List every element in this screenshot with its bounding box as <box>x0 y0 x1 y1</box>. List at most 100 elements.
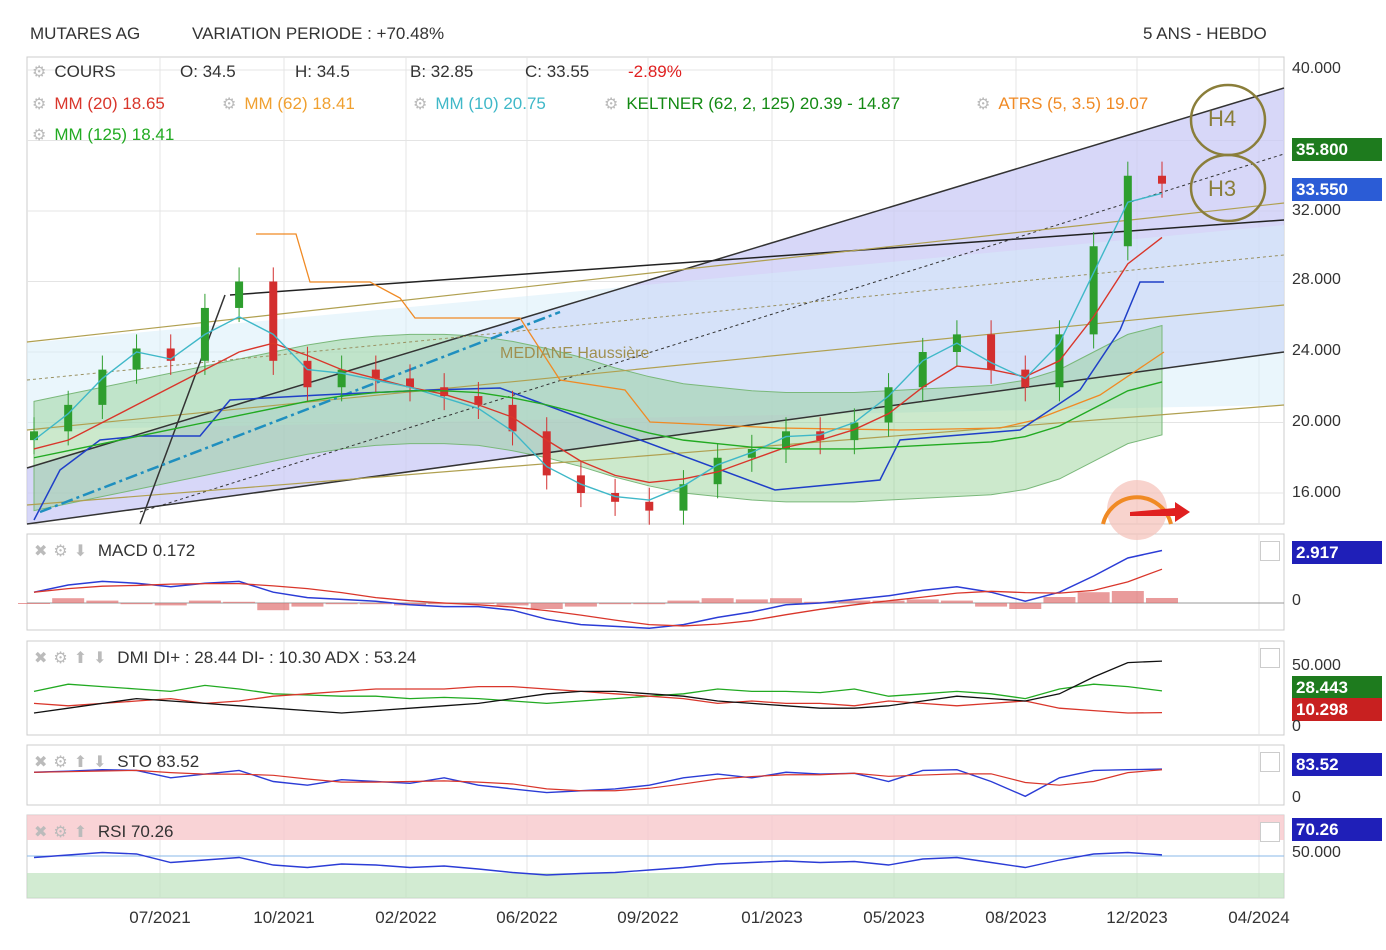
legend-mm10[interactable]: ⚙ MM (10) 20.75 <box>413 94 546 114</box>
mm20-label: MM (20) 18.65 <box>54 94 165 113</box>
dmi-axis-label: 50.000 <box>1292 657 1341 674</box>
close-icon[interactable]: ✖ <box>34 543 48 560</box>
sto-name: STO <box>117 752 152 771</box>
candle-body <box>884 387 893 423</box>
mediane-line <box>39 310 561 514</box>
macd-line <box>33 549 1163 629</box>
rsi-value: 70.26 <box>130 822 174 841</box>
macd-histogram-bar <box>325 603 358 605</box>
arrow-down-icon[interactable]: ⬇ <box>93 650 107 667</box>
macd-histogram-bar <box>257 603 290 611</box>
x-axis-label: 02/2022 <box>375 908 437 927</box>
macd-histogram-bar <box>599 603 632 605</box>
gear-icon[interactable]: ⚙ <box>53 754 68 771</box>
x-axis-label: 10/2021 <box>253 908 315 927</box>
gear-icon[interactable]: ⚙ <box>32 127 47 144</box>
candle-body <box>1089 246 1098 335</box>
macd-checkbox[interactable] <box>1260 541 1280 561</box>
price-axis-label: 20.000 <box>1292 413 1341 430</box>
macd-histogram-bar <box>770 598 802 603</box>
arrow-up-icon[interactable]: ⬆ <box>73 650 88 667</box>
macd-histogram-bar <box>735 599 768 603</box>
gear-icon[interactable]: ⚙ <box>604 96 619 113</box>
arrow-down-icon[interactable]: ⬇ <box>73 543 88 560</box>
pane-frame <box>26 744 1285 806</box>
arrow-down-icon[interactable]: ⬇ <box>93 754 107 771</box>
channel-dotted-top <box>139 153 1285 513</box>
mm10-label: MM (10) 20.75 <box>435 94 546 113</box>
close-icon[interactable]: ✖ <box>34 824 48 841</box>
macd-histogram-bar <box>1043 597 1076 603</box>
price-axis-label: 24.000 <box>1292 342 1341 359</box>
gear-icon[interactable]: ⚙ <box>976 96 991 113</box>
olive-line-3 <box>26 404 1285 506</box>
rsi-tag: 70.26 <box>1292 818 1382 841</box>
legend-mm125[interactable]: ⚙ MM (125) 18.41 <box>32 125 174 145</box>
rsi-checkbox[interactable] <box>1260 822 1280 842</box>
period-variation: VARIATION PERIODE : +70.48% <box>192 24 445 43</box>
candle-body <box>918 352 927 388</box>
candle-body <box>235 281 244 308</box>
x-axis-label: 08/2023 <box>985 908 1047 927</box>
gear-icon[interactable]: ⚙ <box>32 64 47 81</box>
price-tag-keltner: 35.800 <box>1292 138 1382 161</box>
legend-high: H: 34.5 <box>295 62 350 81</box>
candle-body <box>987 334 996 370</box>
arrow-up-icon[interactable]: ⬆ <box>73 824 88 841</box>
channel-dotted-olive <box>26 254 1285 381</box>
legend-cours[interactable]: ⚙ COURS <box>32 62 116 82</box>
x-axis-label: 04/2024 <box>1228 908 1290 927</box>
mm10-line <box>33 192 1163 501</box>
legend-atrs[interactable]: ⚙ ATRS (5, 3.5) 19.07 <box>976 94 1148 114</box>
mm125-line <box>33 381 1163 459</box>
macd-signal-line <box>33 568 1163 627</box>
gear-icon[interactable]: ⚙ <box>222 96 237 113</box>
gear-icon[interactable]: ⚙ <box>413 96 428 113</box>
gear-icon[interactable]: ⚙ <box>32 96 47 113</box>
macd-histogram-bar <box>667 600 700 603</box>
candle-body <box>679 484 688 511</box>
sto-checkbox[interactable] <box>1260 752 1280 772</box>
keltner-band <box>33 324 1163 512</box>
macd-histogram-bar <box>462 603 495 604</box>
legend-mm62[interactable]: ⚙ MM (62) 18.41 <box>222 94 355 114</box>
adx-line <box>33 660 1163 714</box>
arrow-up-icon[interactable]: ⬆ <box>73 754 88 771</box>
legend-close: C: 33.55 <box>525 62 590 81</box>
macd-histogram-bar <box>1111 591 1144 603</box>
h4-label: H4 <box>1208 106 1237 131</box>
pane-frame <box>26 640 1285 736</box>
rsi-oversold-zone <box>27 873 1284 898</box>
atrs-label: ATRS (5, 3.5) 19.07 <box>998 94 1149 113</box>
price-axis-label: 40.000 <box>1292 60 1341 77</box>
dmi-checkbox[interactable] <box>1260 648 1280 668</box>
mm62-label: MM (62) 18.41 <box>244 94 355 113</box>
dmi-title: ✖ ⚙ ⬆ ⬇ DMI DI+ : 28.44 DI- : 10.30 ADX : 5… <box>34 648 416 668</box>
gear-icon[interactable]: ⚙ <box>53 650 68 667</box>
price-axis-label: 32.000 <box>1292 202 1341 219</box>
candle-body <box>782 431 790 449</box>
close-icon[interactable]: ✖ <box>34 754 48 771</box>
macd-zero-label: 0 <box>1292 592 1301 609</box>
signal-arrow-icon <box>1130 502 1190 522</box>
legend-mm20[interactable]: ⚙ MM (20) 18.65 <box>32 94 165 114</box>
mm20-line <box>33 236 1163 484</box>
candle-body <box>303 360 312 388</box>
olive-line-2 <box>26 304 1285 431</box>
macd-histogram-bar <box>564 603 597 607</box>
period-selector[interactable]: 5 ANS - HEBDO <box>1143 24 1267 43</box>
candle-body <box>474 396 483 405</box>
macd-title: ✖ ⚙ ⬇ MACD 0.172 <box>34 541 195 561</box>
gear-icon[interactable]: ⚙ <box>53 824 68 841</box>
gear-icon[interactable]: ⚙ <box>53 543 68 560</box>
legend-keltner[interactable]: ⚙ KELTNER (62, 2, 125) 20.39 - 14.87 <box>604 94 900 114</box>
candle-body <box>30 431 38 441</box>
legend-low: B: 32.85 <box>410 62 474 81</box>
close-icon[interactable]: ✖ <box>34 650 48 667</box>
candle-body <box>371 369 380 379</box>
macd-histogram-bar <box>1146 597 1178 603</box>
macd-histogram-bar <box>838 600 871 603</box>
macd-histogram-bar <box>52 598 85 603</box>
macd-histogram-bar <box>496 603 529 606</box>
price-axis-label: 16.000 <box>1292 484 1341 501</box>
